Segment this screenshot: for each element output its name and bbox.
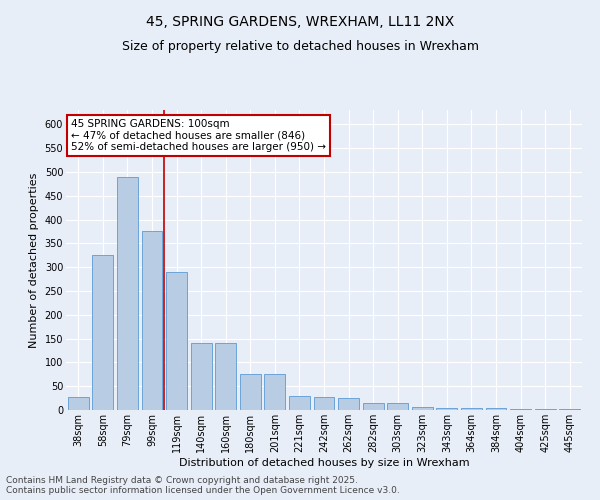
Bar bbox=[166, 272, 187, 410]
Text: Size of property relative to detached houses in Wrexham: Size of property relative to detached ho… bbox=[121, 40, 479, 53]
Bar bbox=[68, 396, 89, 410]
Bar bbox=[240, 374, 261, 410]
Bar bbox=[92, 255, 113, 410]
Text: 45 SPRING GARDENS: 100sqm
← 47% of detached houses are smaller (846)
52% of semi: 45 SPRING GARDENS: 100sqm ← 47% of detac… bbox=[71, 119, 326, 152]
Bar bbox=[412, 406, 433, 410]
Bar bbox=[215, 344, 236, 410]
Y-axis label: Number of detached properties: Number of detached properties bbox=[29, 172, 39, 348]
Bar bbox=[362, 403, 383, 410]
X-axis label: Distribution of detached houses by size in Wrexham: Distribution of detached houses by size … bbox=[179, 458, 469, 468]
Bar bbox=[314, 397, 334, 410]
Bar bbox=[559, 409, 580, 410]
Bar bbox=[191, 344, 212, 410]
Bar bbox=[461, 408, 482, 410]
Text: 45, SPRING GARDENS, WREXHAM, LL11 2NX: 45, SPRING GARDENS, WREXHAM, LL11 2NX bbox=[146, 15, 454, 29]
Bar bbox=[338, 398, 359, 410]
Bar bbox=[485, 408, 506, 410]
Bar bbox=[142, 232, 163, 410]
Bar bbox=[535, 409, 556, 410]
Bar bbox=[387, 403, 408, 410]
Bar bbox=[265, 374, 286, 410]
Bar bbox=[117, 176, 138, 410]
Bar bbox=[436, 408, 457, 410]
Bar bbox=[289, 396, 310, 410]
Text: Contains HM Land Registry data © Crown copyright and database right 2025.
Contai: Contains HM Land Registry data © Crown c… bbox=[6, 476, 400, 495]
Bar bbox=[510, 409, 531, 410]
